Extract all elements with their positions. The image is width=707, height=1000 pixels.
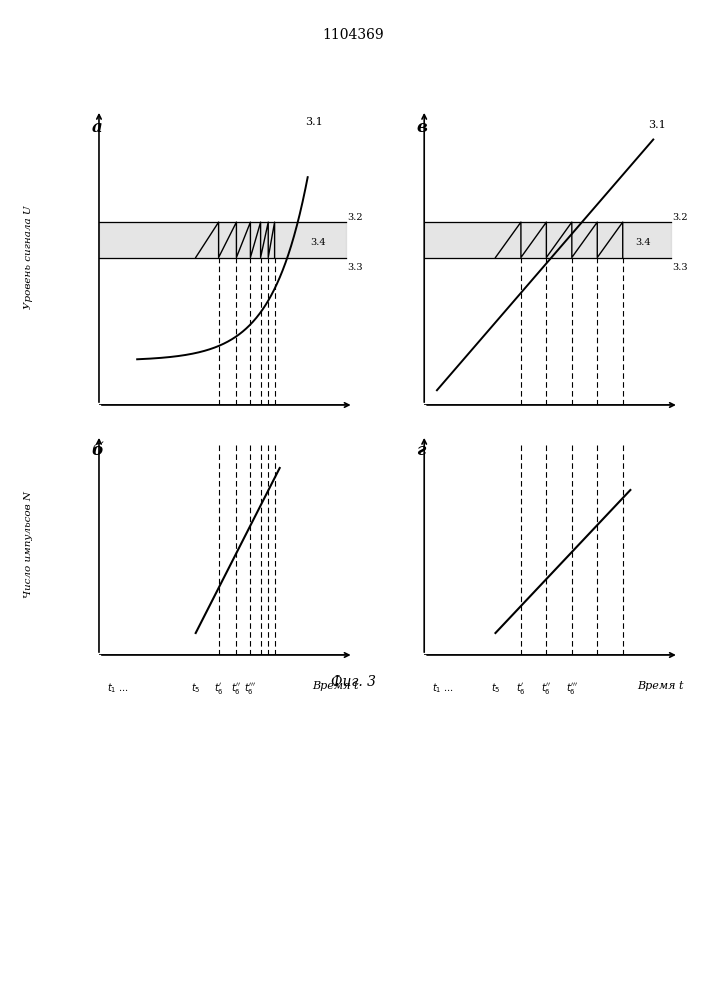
Text: б: б [91,442,103,459]
Text: Время t: Время t [312,681,359,691]
Text: Фиг. 3: Фиг. 3 [331,675,376,689]
Text: а: а [91,119,102,136]
Text: $t_6'$: $t_6'$ [516,681,526,696]
Text: $t_5$: $t_5$ [191,681,201,695]
Text: 1104369: 1104369 [322,28,385,42]
Text: $t_6''$: $t_6''$ [231,681,242,696]
Text: 3.2: 3.2 [347,213,363,222]
Text: Уровень сигнала U: Уровень сигнала U [24,206,33,309]
Text: $t_1$ ...: $t_1$ ... [107,681,129,695]
Text: $t_5$: $t_5$ [491,681,501,695]
Text: 3.1: 3.1 [648,120,666,130]
Text: $t_6''$: $t_6''$ [542,681,551,696]
Text: $t_6'$: $t_6'$ [214,681,223,696]
Text: Время t: Время t [638,681,684,691]
Text: в: в [416,119,428,136]
Text: $t_6'''$: $t_6'''$ [566,681,578,696]
Text: 3.4: 3.4 [636,238,651,247]
Text: 3.4: 3.4 [310,238,326,247]
Text: 3.2: 3.2 [672,213,688,222]
Text: 3.1: 3.1 [305,117,323,127]
Text: 3.3: 3.3 [347,263,363,272]
Text: $t_6'''$: $t_6'''$ [245,681,257,696]
Text: г: г [416,442,426,459]
Text: $t_1$ ...: $t_1$ ... [432,681,454,695]
Text: Число импульсов N: Число импульсов N [24,492,33,598]
Text: 3.3: 3.3 [672,263,688,272]
